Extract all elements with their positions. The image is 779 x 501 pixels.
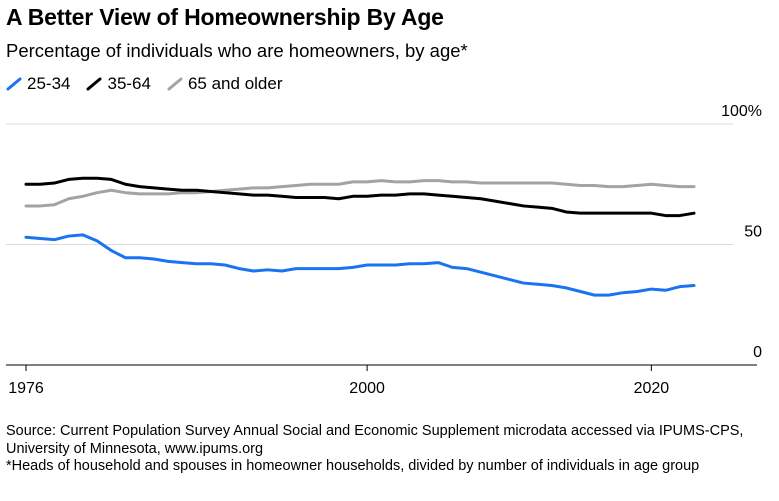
legend-item-65-and-older: 65 and older xyxy=(167,74,283,94)
legend-item-35-64: 35-64 xyxy=(86,74,151,94)
y-tick-labels: 0 50 100% xyxy=(721,103,762,361)
legend-label-35-64: 35-64 xyxy=(107,74,151,93)
y-tick-label-100: 100% xyxy=(721,103,762,120)
legend-swatch-35-64 xyxy=(86,77,102,91)
grid-layer xyxy=(6,123,733,245)
y-tick-label-0: 0 xyxy=(753,344,762,361)
legend-swatch-25-34 xyxy=(6,77,22,91)
line-chart: 0 50 100% 1976 2000 2020 xyxy=(6,103,762,397)
series-line-35-64 xyxy=(24,176,696,218)
legend-label-25-34: 25-34 xyxy=(27,74,71,93)
series-line-25-34 xyxy=(24,233,696,297)
chart-subtitle: Percentage of individuals who are homeow… xyxy=(6,40,468,61)
y-tick-label-50: 50 xyxy=(744,224,762,241)
footnote: *Heads of household and spouses in homeo… xyxy=(6,458,700,474)
x-tick-label-2000: 2000 xyxy=(349,380,385,397)
x-axis: 1976 2000 2020 xyxy=(6,364,757,397)
series-line-65-and-older xyxy=(24,179,696,208)
source-note: Source: Current Population Survey Annual… xyxy=(6,423,744,457)
x-tick-label-1976: 1976 xyxy=(8,380,44,397)
legend-label-65-and-older: 65 and older xyxy=(187,74,283,93)
legend: 25-34 35-64 65 and older xyxy=(6,74,299,94)
footer: Source: Current Population Survey Annual… xyxy=(6,423,774,476)
legend-swatch-65-and-older xyxy=(167,77,183,91)
legend-item-25-34: 25-34 xyxy=(6,74,70,94)
x-tick-label-2020: 2020 xyxy=(634,380,670,397)
series-layer xyxy=(24,176,696,297)
chart-title: A Better View of Homeownership By Age xyxy=(6,4,444,30)
